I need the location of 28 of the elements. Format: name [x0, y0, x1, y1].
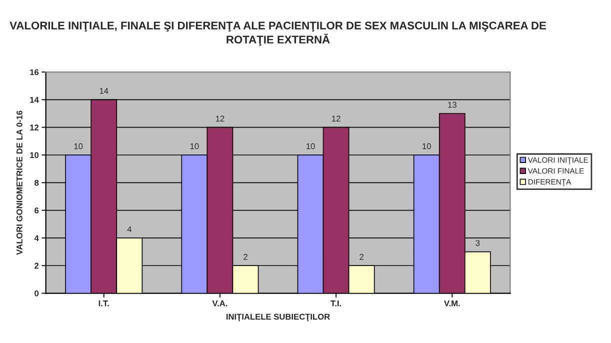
data-label: 2 [244, 254, 248, 260]
y-tick-label: 12 [30, 124, 39, 130]
y-tick-label: 10 [30, 152, 39, 158]
data-label: 12 [216, 116, 224, 122]
data-label: 10 [306, 143, 315, 150]
y-tick-label: 8 [34, 180, 39, 186]
y-tick-label: 16 [30, 69, 39, 76]
data-label: 13 [448, 102, 456, 108]
data-label: 10 [422, 143, 431, 150]
data-label: 3 [476, 240, 480, 246]
y-tick-label: 6 [34, 208, 39, 214]
data-label: 10 [190, 143, 199, 150]
y-tick-label: 2 [34, 262, 39, 269]
y-tick-label: 4 [34, 235, 39, 241]
data-label: 10 [74, 143, 83, 150]
y-axis-title: VALORI GONIOMETRICE DE LA 0-16 [16, 110, 22, 255]
x-tick-label: V.M. [444, 300, 460, 306]
data-label: 12 [332, 116, 340, 122]
chart-title: VALORILE INIŢIALE, FINALE ŞI DIFERENŢA ALE PACIENŢILOR DE SEX MASCULIN LA MIŞCAREA DE ROTAŢIE EXTERNĂ [10, 22, 546, 46]
y-tick-label: 14 [30, 96, 39, 103]
x-tick-label: V.A. [212, 300, 228, 306]
x-tick-label: T.I. [330, 300, 342, 306]
data-label: 14 [100, 88, 108, 94]
data-label: 4 [127, 226, 132, 232]
data-label: 2 [360, 254, 364, 260]
y-tick-label: 0 [34, 290, 39, 296]
x-axis-title: INIŢIALELE SUBIECŢILOR [226, 314, 330, 322]
x-tick-label: I.T. [98, 300, 109, 306]
